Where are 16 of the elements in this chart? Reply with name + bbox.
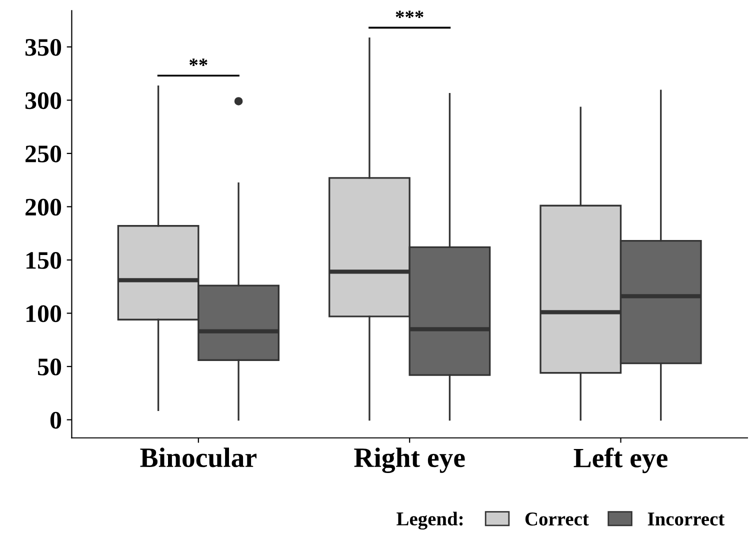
y-tick-label: 150 [26,252,62,269]
annotation: *** [396,10,424,18]
legend-label: Incorrect [648,512,725,526]
y-tick-label: 200 [26,198,62,216]
x-tick-label: Right eye [354,448,465,474]
y-tick-label: 50 [38,358,62,376]
y-tick-label: 0 [50,412,62,429]
legend-title: Legend: [396,512,463,530]
y-tick-label: 250 [26,145,62,162]
annotation: ** [190,58,208,66]
legend-label: Correct [525,512,589,526]
y-tick-label: 300 [25,92,62,110]
x-tick-label: Binocular [140,448,256,468]
y-tick-label: 350 [25,38,62,56]
y-tick-label: 100 [26,305,62,322]
x-tick-label: Left eye [574,448,668,474]
